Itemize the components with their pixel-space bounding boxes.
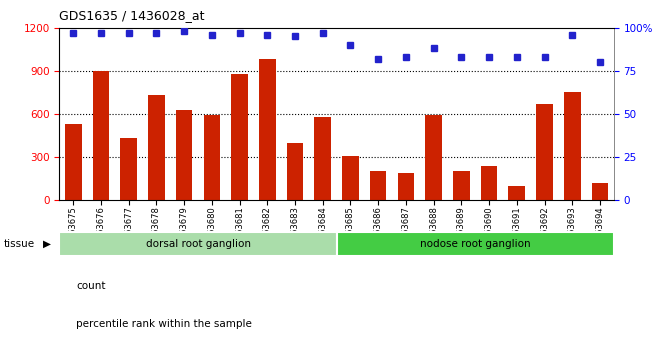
Bar (370, 171, 387, 200)
Text: ▶: ▶ (43, 239, 51, 249)
Bar (453, 171, 470, 200)
Bar (314, 117, 331, 200)
Bar (536, 104, 553, 200)
Bar (203, 115, 220, 200)
Bar (120, 138, 137, 200)
Text: tissue: tissue (3, 239, 34, 249)
Text: nodose root ganglion: nodose root ganglion (420, 239, 531, 248)
Bar (508, 186, 525, 200)
Bar (231, 73, 248, 200)
Bar (286, 142, 304, 200)
Text: count: count (76, 282, 106, 291)
Bar (342, 156, 359, 200)
Bar (148, 95, 165, 200)
Bar (480, 166, 498, 200)
Bar (591, 183, 609, 200)
Text: GDS1635 / 1436028_at: GDS1635 / 1436028_at (59, 9, 205, 22)
Bar (59, 233, 337, 256)
Bar (337, 233, 614, 256)
Bar (65, 124, 82, 200)
Bar (176, 110, 193, 200)
Bar (564, 92, 581, 200)
Text: dorsal root ganglion: dorsal root ganglion (145, 239, 251, 248)
Bar (397, 173, 414, 200)
Text: percentile rank within the sample: percentile rank within the sample (76, 319, 251, 329)
Bar (259, 59, 276, 200)
Bar (92, 71, 110, 200)
Bar (425, 115, 442, 200)
